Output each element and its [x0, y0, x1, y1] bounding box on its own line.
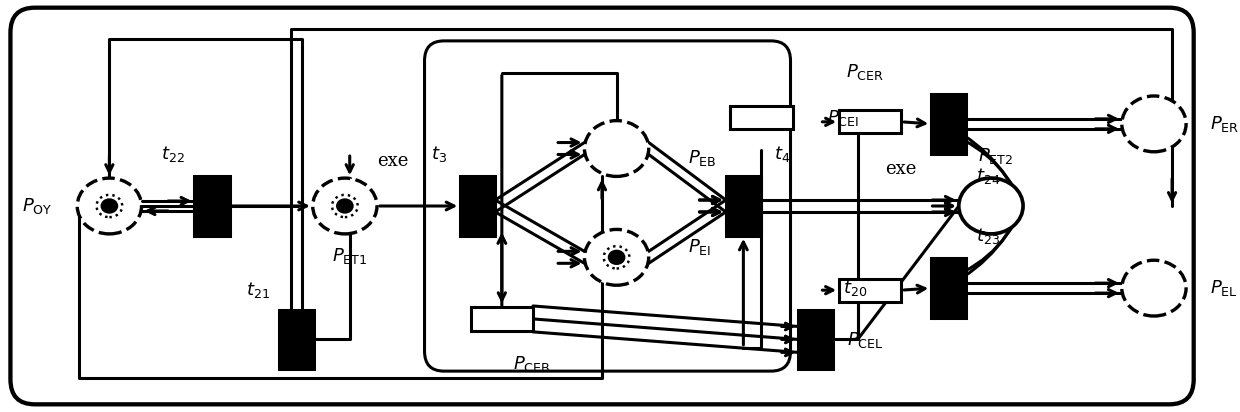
Bar	[460, 176, 495, 236]
Bar	[725, 176, 761, 236]
Ellipse shape	[312, 178, 377, 234]
Text: $t_4$: $t_4$	[774, 144, 790, 164]
FancyBboxPatch shape	[10, 8, 1194, 404]
Bar	[279, 309, 314, 369]
Text: $P_{\rm ER}$: $P_{\rm ER}$	[1210, 114, 1240, 134]
Text: $P_{\rm EI}$: $P_{\rm EI}$	[688, 237, 711, 258]
Text: $t_{22}$: $t_{22}$	[161, 144, 185, 164]
Text: $t_3$: $t_3$	[430, 144, 446, 164]
Text: $P_{\rm ET1}$: $P_{\rm ET1}$	[332, 246, 367, 266]
Ellipse shape	[77, 178, 141, 234]
Ellipse shape	[959, 178, 1023, 234]
Text: $P_{\rm CER}$: $P_{\rm CER}$	[846, 62, 884, 82]
Ellipse shape	[1122, 260, 1187, 316]
Ellipse shape	[1122, 96, 1187, 152]
Ellipse shape	[584, 121, 649, 176]
Bar	[730, 106, 792, 129]
Ellipse shape	[608, 250, 625, 265]
Bar	[195, 176, 229, 236]
Text: $P_{\rm OY}$: $P_{\rm OY}$	[22, 196, 53, 216]
Bar	[839, 279, 901, 302]
Text: $P_{\rm ET2}$: $P_{\rm ET2}$	[978, 146, 1013, 166]
Text: $P_{\rm EB}$: $P_{\rm EB}$	[688, 148, 717, 169]
Text: exe: exe	[884, 160, 916, 178]
Text: $P_{\rm EL}$: $P_{\rm EL}$	[1210, 278, 1239, 298]
FancyBboxPatch shape	[424, 41, 791, 371]
Text: $t_{23}$: $t_{23}$	[976, 226, 999, 246]
Text: $P_{\rm CEB}$: $P_{\rm CEB}$	[513, 354, 551, 374]
Bar	[799, 309, 833, 369]
Bar	[931, 258, 966, 318]
Bar	[839, 110, 901, 133]
Bar	[471, 307, 533, 330]
Text: exe: exe	[377, 152, 409, 170]
Text: $P_{\rm CEI}$: $P_{\rm CEI}$	[827, 108, 859, 128]
Ellipse shape	[100, 198, 118, 214]
Ellipse shape	[584, 229, 649, 285]
Text: $t_{20}$: $t_{20}$	[843, 278, 867, 297]
Text: $P_{\rm CEL}$: $P_{\rm CEL}$	[847, 330, 884, 350]
Text: $t_{21}$: $t_{21}$	[246, 280, 269, 300]
Bar	[931, 94, 966, 154]
Ellipse shape	[336, 198, 353, 214]
Text: $t_{24}$: $t_{24}$	[976, 166, 1001, 186]
